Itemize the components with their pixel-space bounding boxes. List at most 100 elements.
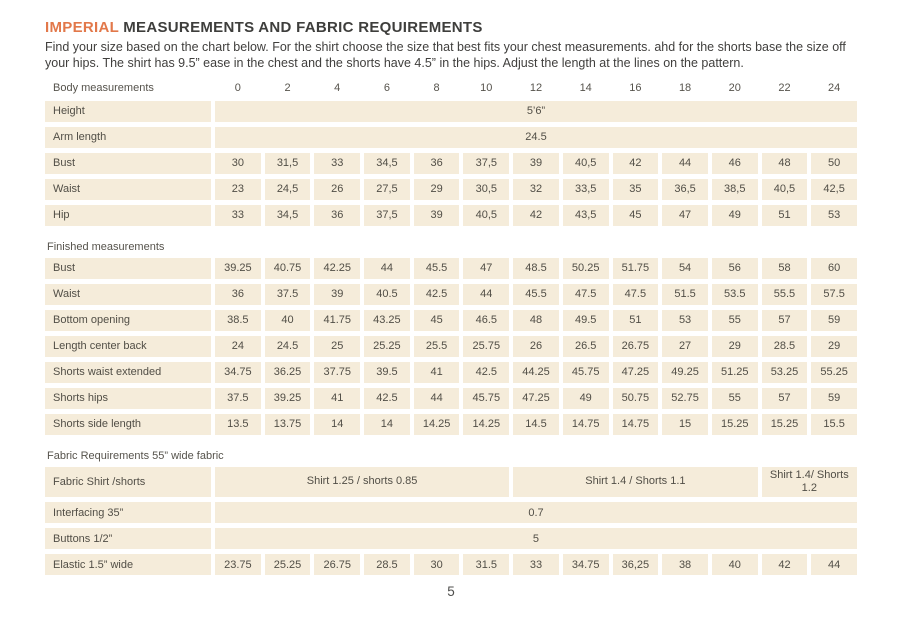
value-cell: 36,25 (612, 554, 659, 576)
value-cell: 25.5 (413, 335, 460, 357)
value-cell: 47.25 (612, 361, 659, 383)
value-cell: 59 (811, 387, 857, 409)
page-number: 5 (447, 584, 455, 600)
value-cell: 42 (761, 554, 808, 576)
value-cell: 38 (662, 554, 708, 576)
value-cell: 26 (314, 178, 361, 200)
value-cell: 55 (711, 309, 758, 331)
value-cell: 44 (463, 283, 510, 305)
value-cell: 44 (413, 387, 460, 409)
size-table: Body measurements 0 2 4 6 8 10 12 14 16 18 20 22 24 He… (45, 80, 857, 576)
value-cell: 45 (413, 309, 460, 331)
row-label: Arm length (45, 126, 211, 148)
value-cell: 42.5 (364, 387, 410, 409)
value-cell: 40,5 (562, 152, 609, 174)
merged-value-cell: 5 (215, 528, 857, 550)
value-cell: 42 (612, 152, 659, 174)
row-label: Shorts side length (45, 413, 211, 435)
row-label: Bottom opening (45, 309, 211, 331)
value-cell: 38,5 (711, 178, 758, 200)
value-cell: 53.25 (761, 361, 808, 383)
value-cell: 34.75 (562, 554, 609, 576)
value-cell: 49 (562, 387, 609, 409)
value-cell: 36,5 (662, 178, 708, 200)
value-cell: 39.25 (215, 257, 261, 279)
value-cell: 48.5 (513, 257, 559, 279)
value-cell: 25 (314, 335, 361, 357)
row-label: Interfacing 35” (45, 502, 211, 524)
value-cell: 37.75 (314, 361, 361, 383)
value-cell: 39.25 (264, 387, 311, 409)
column-header-label: Body measurements (53, 81, 154, 94)
value-cell: 15 (662, 413, 708, 435)
value-cell: 40 (264, 309, 311, 331)
value-cell: 40,5 (463, 204, 510, 226)
value-cell: 30 (413, 554, 460, 576)
value-cell: 33 (513, 554, 559, 576)
value-cell: 13.5 (215, 413, 261, 435)
value-cell: 37.5 (215, 387, 261, 409)
value-cell: 39 (413, 204, 460, 226)
value-cell: 35 (612, 178, 659, 200)
value-cell: 51 (612, 309, 659, 331)
value-cell: 36 (314, 204, 361, 226)
value-cell: 58 (761, 257, 808, 279)
page-title: IMPERIAL MEASUREMENTS AND FABRIC REQUIRE… (45, 19, 856, 36)
size-column-header: 10 (480, 81, 493, 94)
value-cell: 45.5 (413, 257, 460, 279)
value-cell: 28.5 (364, 554, 410, 576)
value-cell: 32 (513, 178, 559, 200)
value-cell: 27 (662, 335, 708, 357)
value-cell: 59 (811, 309, 857, 331)
value-cell: 24,5 (264, 178, 311, 200)
merged-value-cell: Shirt 1.25 / shorts 0.85 (215, 466, 510, 498)
title-rest: MEASUREMENTS AND FABRIC REQUIREMENTS (118, 19, 483, 36)
size-column-header: 6 (383, 81, 390, 94)
row-label: Hip (45, 204, 211, 226)
size-column-header: 4 (334, 81, 341, 94)
value-cell: 41 (314, 387, 361, 409)
merged-value-cell: 24.5 (215, 126, 857, 148)
value-cell: 46 (711, 152, 758, 174)
value-cell: 42.25 (314, 257, 361, 279)
value-cell: 33 (215, 204, 261, 226)
value-cell: 27,5 (364, 178, 410, 200)
size-column-header: 2 (284, 81, 291, 94)
value-cell: 42.5 (413, 283, 460, 305)
value-cell: 24 (215, 335, 261, 357)
row-label: Elastic 1.5” wide (45, 554, 211, 576)
value-cell: 39.5 (364, 361, 410, 383)
value-cell: 14.25 (463, 413, 510, 435)
value-cell: 25.25 (364, 335, 410, 357)
value-cell: 47 (662, 204, 708, 226)
row-label: Shorts waist extended (45, 361, 211, 383)
value-cell: 51.25 (711, 361, 758, 383)
row-label: Bust (45, 152, 211, 174)
value-cell: 31.5 (463, 554, 510, 576)
value-cell: 50 (811, 152, 857, 174)
value-cell: 49.25 (662, 361, 708, 383)
value-cell: 37.5 (264, 283, 311, 305)
value-cell: 44 (662, 152, 708, 174)
value-cell: 49.5 (562, 309, 609, 331)
value-cell: 15.5 (811, 413, 857, 435)
row-label: Height (45, 100, 211, 122)
value-cell: 51.5 (662, 283, 708, 305)
size-column-header: 24 (828, 81, 841, 94)
value-cell: 57.5 (811, 283, 857, 305)
value-cell: 50.25 (562, 257, 609, 279)
value-cell: 51.75 (612, 257, 659, 279)
value-cell: 55.25 (811, 361, 857, 383)
value-cell: 34,5 (364, 152, 410, 174)
size-column-header: 18 (678, 81, 692, 94)
value-cell: 15.25 (711, 413, 758, 435)
value-cell: 45.75 (463, 387, 510, 409)
value-cell: 34.75 (215, 361, 261, 383)
value-cell: 29 (413, 178, 460, 200)
value-cell: 33 (314, 152, 361, 174)
value-cell: 14.75 (562, 413, 609, 435)
value-cell: 40,5 (761, 178, 808, 200)
value-cell: 14 (364, 413, 410, 435)
value-cell: 54 (662, 257, 708, 279)
value-cell: 36 (413, 152, 460, 174)
